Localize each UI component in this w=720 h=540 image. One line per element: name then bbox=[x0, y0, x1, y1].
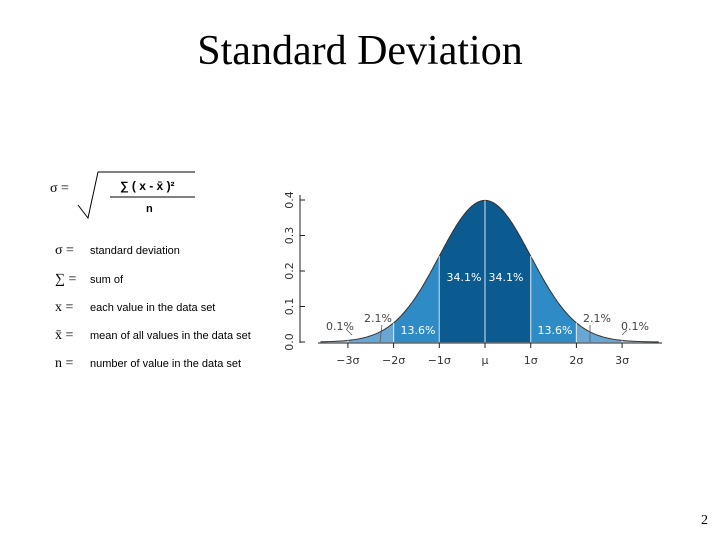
formula-numerator: ∑ ( x - x̄ )² bbox=[120, 179, 175, 193]
formula-denominator: n bbox=[146, 203, 153, 215]
region-label: 0.1% bbox=[326, 320, 354, 333]
x-tick-label: 2σ bbox=[569, 354, 583, 367]
label-leader bbox=[346, 329, 353, 336]
region-label: 13.6% bbox=[538, 324, 573, 337]
curve-outline bbox=[320, 199, 659, 343]
page-number: 2 bbox=[701, 513, 708, 528]
region-label: 2.1% bbox=[364, 312, 392, 325]
legend-symbol: ∑ = bbox=[55, 272, 76, 287]
x-tick-label: 3σ bbox=[615, 354, 629, 367]
legend-text: standard deviation bbox=[90, 245, 180, 257]
label-leader bbox=[621, 329, 628, 336]
x-tick-label: −2σ bbox=[382, 354, 405, 367]
legend-text: sum of bbox=[90, 274, 124, 286]
legend-text: number of value in the data set bbox=[90, 358, 241, 370]
region-label: 34.1% bbox=[447, 271, 482, 284]
region-label: 34.1% bbox=[489, 271, 524, 284]
symbol-legend: σ = standard deviation ∑ = sum of x = each va… bbox=[55, 243, 251, 371]
x-tick-label: μ bbox=[482, 354, 489, 367]
legend-text: each value in the data set bbox=[90, 302, 215, 314]
legend-symbol: n = bbox=[55, 356, 74, 371]
region-label: 13.6% bbox=[401, 324, 436, 337]
y-tick-label: 0.0 bbox=[283, 333, 296, 351]
label-leader bbox=[379, 324, 383, 343]
normal-distribution-figure: −3σ −2σ −1σ μ 1σ 2σ 3σ 0.0 0.1 0.2 0.3 0.4 0.1% 2.1% 1… bbox=[283, 191, 662, 367]
legend-symbol: x = bbox=[55, 300, 74, 315]
y-tick-label: 0.2 bbox=[283, 262, 296, 280]
x-tick-label: −3σ bbox=[336, 354, 359, 367]
legend-symbol: x̄ = bbox=[55, 328, 74, 343]
legend-symbol: σ = bbox=[55, 243, 74, 258]
slide-title: Standard Deviation bbox=[197, 28, 522, 74]
formula: σ = ∑ ( x - x̄ )² n bbox=[50, 171, 195, 220]
x-tick-label: −1σ bbox=[428, 354, 451, 367]
radical-sign bbox=[77, 171, 195, 220]
y-tick-label: 0.3 bbox=[283, 227, 296, 245]
legend-text: mean of all values in the data set bbox=[90, 330, 251, 342]
formula-lhs: σ = bbox=[50, 181, 69, 196]
x-tick-label: 1σ bbox=[524, 354, 538, 367]
region-label: 2.1% bbox=[583, 312, 611, 325]
y-tick-label: 0.1 bbox=[283, 298, 296, 316]
region-label: 0.1% bbox=[621, 320, 649, 333]
y-tick-label: 0.4 bbox=[283, 191, 296, 209]
